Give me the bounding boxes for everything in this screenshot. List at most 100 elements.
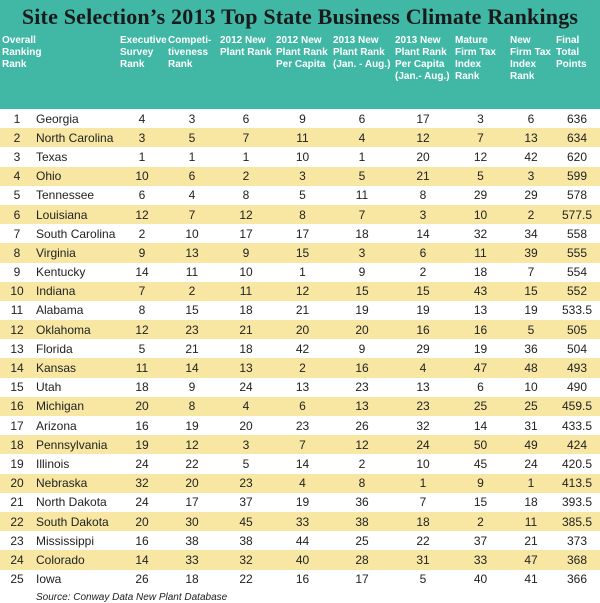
table-cell: 21 [185,341,199,356]
table-cell: 636 [566,111,588,126]
state-name-cell: South Carolina [36,226,116,241]
column-header: 2013 New Plant Rank (Jan. - Aug.) [333,35,391,70]
overall-rank-cell: 25 [10,572,24,587]
table-cell: 5 [242,456,250,471]
table-cell: 20 [355,322,369,337]
table-cell: 38 [239,533,253,548]
state-name-cell: Oklahoma [36,322,91,337]
table-cell: 6 [242,111,250,126]
table-cell: 20 [416,149,430,164]
table-cell: 18 [355,226,369,241]
table-cell: 32 [239,552,253,567]
table-cell: 40 [295,552,310,567]
chart-title: Site Selection’s 2013 Top State Business… [21,4,579,29]
state-name-cell: Florida [36,341,73,356]
table-cell: 3 [419,207,427,222]
table-cell: 37 [239,495,253,510]
table-cell: 8 [299,207,306,222]
table-cell: 18 [239,303,253,318]
overall-rank-cell: 20 [10,476,24,491]
table-cell: 48 [524,361,538,376]
table-cell: 504 [566,341,588,356]
table-cell: 13 [473,303,488,318]
table-cell: 6 [138,188,146,203]
table-cell: 493 [566,361,588,376]
state-name-cell: Illinois [36,456,70,471]
table-cell: 599 [566,169,588,184]
table-row: 21 North Dakota 24 17 37 19 36 7 15 18 393.5 [0,492,600,512]
overall-rank-cell: 6 [13,207,21,222]
table-cell: 29 [473,188,488,203]
overall-rank-cell: 15 [10,380,24,395]
table-cell: 368 [566,552,588,567]
table-cell: 15 [355,284,369,299]
table-cell: 9 [358,341,366,356]
table-cell: 577.5 [561,207,593,222]
table-cell: 555 [566,245,588,260]
table-cell: 4 [299,476,306,491]
state-name-cell: Kentucky [36,265,86,280]
table-cell: 9 [138,245,146,260]
state-name-cell: Mississippi [36,533,95,548]
table-cell: 3 [188,111,196,126]
table-cell: 45 [239,514,253,529]
table-cell: 5 [477,169,484,184]
table-cell: 7 [299,437,306,452]
table-cell: 1 [527,476,535,491]
table-row: 16 Michigan 20 8 4 6 13 23 25 25 459.5 [0,396,600,416]
table-cell: 8 [358,476,366,491]
table-row: 14 Kansas 11 14 13 2 16 4 47 48 493 [0,358,600,378]
table-row: 23 Mississippi 16 38 38 44 25 22 37 21 373 [0,531,600,551]
overall-rank-cell: 21 [10,495,24,510]
column-header: Overall Ranking Rank [2,35,42,70]
overall-rank-cell: 1 [13,111,21,126]
table-row: 19 Illinois 24 22 5 14 2 10 45 24 420.5 [0,454,600,474]
state-name-cell: Colorado [36,552,85,567]
table-cell: 8 [242,188,250,203]
table-cell: 5 [358,169,366,184]
table-cell: 24 [524,456,538,471]
table-cell: 3 [477,111,484,126]
table-row: 15 Utah 18 9 24 13 23 13 6 10 490 [0,377,600,397]
table-cell: 19 [473,341,488,356]
table-cell: 33 [295,514,310,529]
table-cell: 554 [566,265,588,280]
overall-rank-cell: 19 [10,456,24,471]
table-cell: 32 [416,418,430,433]
table-cell: 505 [566,322,588,337]
table-cell: 16 [416,322,430,337]
table-cell: 11 [524,514,538,529]
table-cell: 578 [566,188,588,203]
table-cell: 32 [135,476,149,491]
table-cell: 490 [566,380,588,395]
table-cell: 1 [242,149,250,164]
table-cell: 19 [355,303,369,318]
table-cell: 2 [477,514,484,529]
table-cell: 12 [239,207,253,222]
table-cell: 23 [185,322,199,337]
table-cell: 12 [355,437,369,452]
table-cell: 8 [419,188,427,203]
table-cell: 20 [135,514,149,529]
table-cell: 9 [299,111,306,126]
column-header: New Firm Tax Index Rank [510,35,551,82]
table-cell: 533.5 [561,303,593,318]
table-row: 10 Indiana 7 2 11 12 15 15 43 15 552 [0,281,600,301]
column-header: Executive Survey Rank [120,35,167,70]
table-cell: 18 [185,572,199,587]
table-cell: 41 [524,572,538,587]
table-cell: 6 [299,399,306,414]
table-cell: 7 [138,284,146,299]
table-cell: 9 [358,265,366,280]
table-cell: 17 [416,111,430,126]
state-name-cell: Utah [36,380,62,395]
title-bar: Site Selection’s 2013 Top State Business… [0,0,600,34]
table-cell: 21 [239,322,253,337]
overall-rank-cell: 17 [10,418,24,433]
table-cell: 47 [524,552,538,567]
table-cell: 18 [524,495,538,510]
table-cell: 25 [524,399,538,414]
table-cell: 24 [416,437,430,452]
table-cell: 18 [416,514,430,529]
table-cell: 20 [295,322,310,337]
